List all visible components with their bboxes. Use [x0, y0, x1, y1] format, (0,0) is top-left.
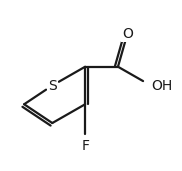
- Text: OH: OH: [151, 78, 172, 93]
- Text: F: F: [81, 139, 89, 153]
- Text: O: O: [122, 27, 133, 41]
- Text: S: S: [48, 78, 57, 93]
